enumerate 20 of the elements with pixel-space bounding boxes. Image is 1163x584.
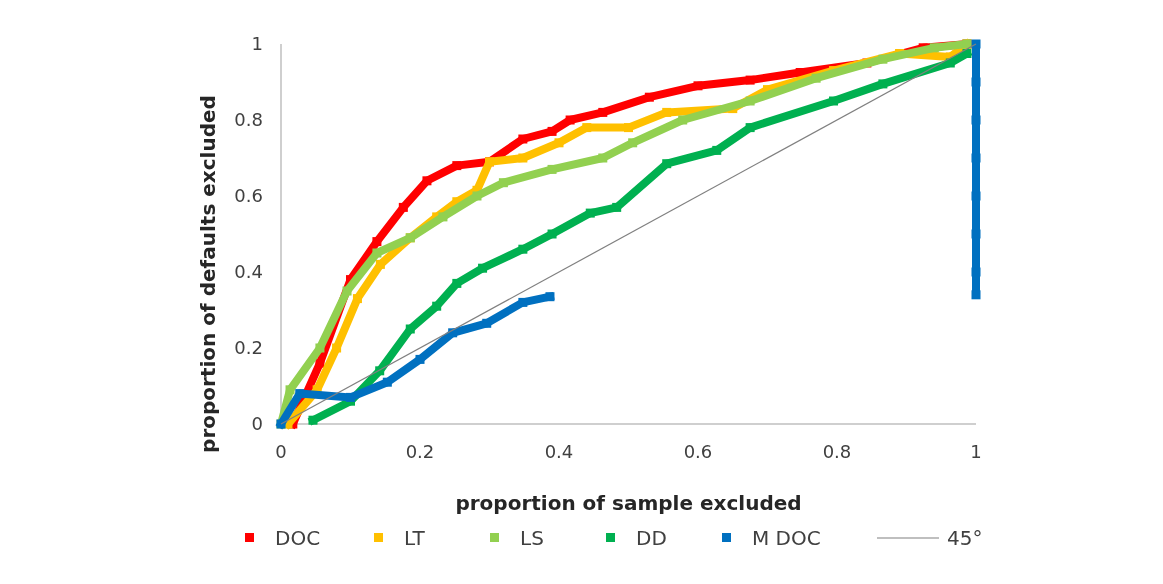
x-axis-title: proportion of sample excluded — [455, 491, 802, 515]
x-tick-label: 1 — [970, 441, 982, 462]
legend-label: DOC — [275, 526, 321, 550]
x-tick-label: 0.8 — [822, 441, 852, 462]
y-tick-label: 0.4 — [234, 261, 263, 282]
legend-label: M DOC — [752, 526, 821, 550]
y-tick-label: 0 — [251, 413, 263, 434]
y-tick-label: 1 — [251, 33, 263, 54]
x-tick-label: 0 — [275, 441, 287, 462]
y-axis-title: proportion of defaults excluded — [196, 95, 220, 453]
y-tick-label: 0.2 — [234, 337, 263, 358]
y-tick-label: 0.8 — [234, 109, 263, 130]
legend-label: DD — [636, 526, 667, 550]
x-tick-label: 0.2 — [405, 441, 435, 462]
x-tick-label: 0.4 — [544, 441, 574, 462]
legend-label: LT — [404, 526, 426, 550]
legend-label: 45° — [947, 526, 983, 550]
x-tick-label: 0.6 — [683, 441, 713, 462]
legend-label: LS — [520, 526, 544, 550]
y-tick-label: 0.6 — [234, 185, 263, 206]
